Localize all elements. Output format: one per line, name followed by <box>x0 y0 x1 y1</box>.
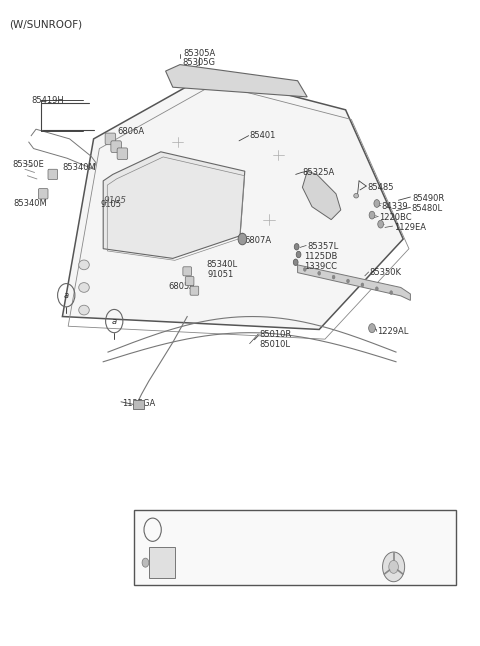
Text: 85010L: 85010L <box>259 340 290 349</box>
Circle shape <box>389 561 398 574</box>
Circle shape <box>294 244 299 250</box>
Text: 85480L: 85480L <box>411 204 443 213</box>
Polygon shape <box>62 74 403 329</box>
FancyBboxPatch shape <box>133 400 144 409</box>
Text: 91051: 91051 <box>207 270 234 279</box>
Text: a: a <box>150 525 155 534</box>
Ellipse shape <box>79 260 89 270</box>
Text: 18641E: 18641E <box>190 543 221 552</box>
FancyBboxPatch shape <box>190 286 199 295</box>
Polygon shape <box>298 265 410 300</box>
Text: 85490R: 85490R <box>413 194 445 203</box>
FancyBboxPatch shape <box>185 276 194 286</box>
Text: (W/SUNROOF): (W/SUNROOF) <box>10 19 83 30</box>
Circle shape <box>378 220 384 228</box>
Text: 85325A: 85325A <box>302 168 335 177</box>
Text: a: a <box>112 317 117 326</box>
Text: 9105: 9105 <box>101 200 122 209</box>
Text: 1125GA: 1125GA <box>122 399 156 408</box>
Text: 1390NB: 1390NB <box>403 522 437 531</box>
Circle shape <box>369 324 375 333</box>
Text: 85305G: 85305G <box>183 58 216 67</box>
Text: 92890A: 92890A <box>266 556 299 565</box>
FancyBboxPatch shape <box>183 267 192 276</box>
Text: 85401: 85401 <box>250 131 276 140</box>
Ellipse shape <box>354 194 359 198</box>
Text: 85350E: 85350E <box>12 160 44 169</box>
Text: 85357L: 85357L <box>307 242 338 251</box>
Text: 85485: 85485 <box>367 183 394 192</box>
Circle shape <box>296 251 301 258</box>
Circle shape <box>390 291 393 295</box>
Text: 6805A: 6805A <box>168 282 195 291</box>
Text: 18641E: 18641E <box>156 540 185 549</box>
Text: 85350K: 85350K <box>370 268 402 277</box>
FancyBboxPatch shape <box>111 141 121 152</box>
Circle shape <box>293 259 298 266</box>
Circle shape <box>361 283 364 287</box>
FancyBboxPatch shape <box>134 510 456 585</box>
Circle shape <box>375 287 378 291</box>
Text: 85340M: 85340M <box>62 163 96 172</box>
Ellipse shape <box>79 283 89 292</box>
Text: a: a <box>64 291 69 300</box>
Circle shape <box>318 271 321 275</box>
Text: 6806A: 6806A <box>118 127 145 136</box>
Text: 9105: 9105 <box>103 196 126 205</box>
Polygon shape <box>166 65 307 97</box>
Text: 85305A: 85305A <box>183 49 216 58</box>
Polygon shape <box>302 171 341 220</box>
Text: 84339: 84339 <box>382 202 408 211</box>
Circle shape <box>383 552 405 581</box>
Text: 85419H: 85419H <box>31 96 64 105</box>
FancyBboxPatch shape <box>48 169 58 180</box>
Text: 85340L: 85340L <box>206 260 238 269</box>
Circle shape <box>369 211 375 219</box>
FancyBboxPatch shape <box>105 133 116 145</box>
Text: 1125DB: 1125DB <box>304 252 338 261</box>
Circle shape <box>347 279 349 283</box>
Text: 85010R: 85010R <box>259 330 291 339</box>
FancyBboxPatch shape <box>149 547 175 578</box>
Text: 1390NB: 1390NB <box>379 525 413 534</box>
FancyBboxPatch shape <box>117 148 128 160</box>
Polygon shape <box>103 152 245 258</box>
Text: 85340M: 85340M <box>13 199 47 208</box>
Circle shape <box>142 558 149 567</box>
Text: 6807A: 6807A <box>245 236 272 245</box>
Text: 92890A: 92890A <box>181 557 211 567</box>
Text: 1339CC: 1339CC <box>304 262 337 271</box>
Circle shape <box>303 267 306 271</box>
Ellipse shape <box>79 306 89 315</box>
FancyBboxPatch shape <box>38 189 48 199</box>
Text: 1220BC: 1220BC <box>379 213 412 222</box>
Text: 1129EA: 1129EA <box>394 223 426 232</box>
Circle shape <box>374 200 380 207</box>
Circle shape <box>238 233 247 245</box>
Circle shape <box>332 275 335 279</box>
Text: 1229AL: 1229AL <box>377 327 408 336</box>
